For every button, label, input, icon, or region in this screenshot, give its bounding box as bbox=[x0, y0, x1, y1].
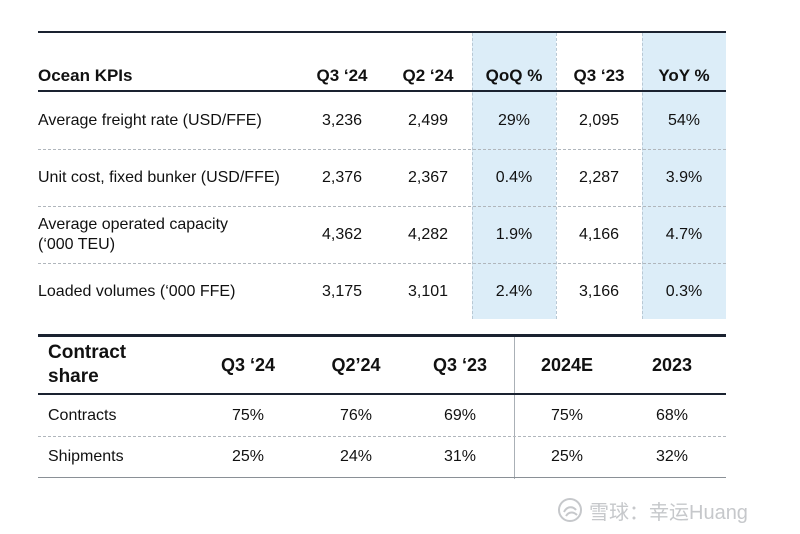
header-row: Contract share Q3 ‘24 Q2’24 Q3 ‘23 2024E… bbox=[38, 337, 726, 393]
table-top-rule bbox=[38, 334, 726, 337]
table-row: Loaded volumes (‘000 FFE) 3,175 3,101 2.… bbox=[38, 264, 726, 319]
cell-q3-23: 69% bbox=[443, 407, 477, 424]
cell-2023: 32% bbox=[655, 448, 689, 465]
cell-yoy: 0.3% bbox=[665, 282, 703, 300]
cell-q3-23: 4,166 bbox=[578, 226, 620, 243]
table-row: Contracts 75% 76% 69% 75% 68% bbox=[38, 396, 726, 436]
header-contract-share: Contract share bbox=[48, 337, 126, 393]
table-row: Average operated capacity (‘000 TEU) 4,3… bbox=[38, 207, 726, 263]
column-divider bbox=[556, 33, 557, 319]
watermark-text: 雪球：幸运Huang bbox=[589, 501, 748, 524]
cell-yoy: 54% bbox=[667, 112, 701, 129]
row-label-line: Average operated capacity bbox=[38, 216, 229, 233]
header-rule bbox=[38, 393, 726, 395]
cell-yoy: 4.7% bbox=[665, 226, 703, 243]
cell-q3-24: 75% bbox=[231, 407, 265, 424]
row-label: Loaded volumes (‘000 FFE) bbox=[38, 282, 236, 300]
header-row: Ocean KPIs Q3 ‘24 Q2 ‘24 QoQ % Q3 ‘23 Yo… bbox=[38, 61, 726, 91]
table-top-rule bbox=[38, 31, 726, 33]
cell-q2-24: 2,499 bbox=[407, 112, 449, 129]
contract-share-table: Contract share Q3 ‘24 Q2’24 Q3 ‘23 2024E… bbox=[38, 334, 726, 479]
cell-yoy: 3.9% bbox=[665, 169, 703, 186]
cell-qoq: 1.9% bbox=[495, 226, 533, 243]
header-q3-23: Q3 ‘23 bbox=[432, 354, 488, 375]
table-row: Average freight rate (USD/FFE) 3,236 2,4… bbox=[38, 93, 726, 149]
cell-q3-23: 2,287 bbox=[578, 169, 620, 186]
row-label: Unit cost, fixed bunker (USD/FFE) bbox=[38, 169, 280, 186]
cell-q3-23: 31% bbox=[443, 448, 477, 465]
header-yoy: YoY % bbox=[658, 66, 710, 85]
cell-q2-24: 2,367 bbox=[407, 169, 449, 186]
column-divider bbox=[642, 33, 643, 319]
yoy-highlight-column bbox=[642, 33, 726, 319]
cell-qoq: 0.4% bbox=[495, 169, 533, 186]
snowball-logo-icon bbox=[558, 498, 582, 522]
header-line: share bbox=[48, 366, 99, 387]
header-q3-23: Q3 ‘23 bbox=[573, 66, 625, 85]
header-line: Contract bbox=[48, 342, 127, 363]
header-2023: 2023 bbox=[651, 354, 693, 375]
cell-q3-24: 25% bbox=[231, 448, 265, 465]
table-row: Unit cost, fixed bunker (USD/FFE) 2,376 … bbox=[38, 150, 726, 206]
cell-qoq: 2.4% bbox=[495, 282, 533, 300]
cell-q2-24: 4,282 bbox=[407, 226, 449, 243]
cell-q2-24: 3,101 bbox=[407, 282, 449, 300]
cell-2024e: 25% bbox=[550, 448, 584, 465]
header-2024e: 2024E bbox=[540, 354, 594, 375]
header-q3-24: Q3 ‘24 bbox=[316, 66, 368, 85]
row-divider bbox=[38, 263, 726, 264]
row-label: Contracts bbox=[48, 407, 117, 424]
header-q2-24: Q2’24 bbox=[331, 354, 381, 375]
ocean-kpis-table: Ocean KPIs Q3 ‘24 Q2 ‘24 QoQ % Q3 ‘23 Yo… bbox=[38, 31, 726, 319]
row-label: Shipments bbox=[48, 448, 124, 465]
cell-q3-24: 3,236 bbox=[321, 112, 363, 129]
row-label: Average operated capacity (‘000 TEU) bbox=[38, 207, 228, 263]
row-divider bbox=[38, 436, 726, 437]
cell-q2-24: 24% bbox=[339, 448, 373, 465]
cell-q3-24: 4,362 bbox=[321, 226, 363, 243]
cell-q3-24: 2,376 bbox=[321, 169, 363, 186]
row-divider bbox=[38, 206, 726, 207]
cell-q2-24: 76% bbox=[339, 407, 373, 424]
cell-q3-23: 3,166 bbox=[578, 282, 620, 300]
qoq-highlight-column bbox=[472, 33, 556, 319]
table-bottom-rule bbox=[38, 477, 726, 478]
watermark: 雪球：幸运Huang bbox=[557, 496, 748, 524]
table-row: Shipments 25% 24% 31% 25% 32% bbox=[38, 437, 726, 477]
row-label-line: (‘000 TEU) bbox=[38, 236, 116, 253]
header-ocean-kpis: Ocean KPIs bbox=[38, 66, 133, 85]
cell-2023: 68% bbox=[655, 407, 689, 424]
row-divider bbox=[38, 149, 726, 150]
header-qoq: QoQ % bbox=[485, 66, 543, 85]
header-q3-24: Q3 ‘24 bbox=[220, 354, 276, 375]
cell-qoq: 29% bbox=[497, 112, 531, 129]
cell-2024e: 75% bbox=[550, 407, 584, 424]
row-label: Average freight rate (USD/FFE) bbox=[38, 112, 262, 129]
cell-q3-23: 2,095 bbox=[578, 112, 620, 129]
column-divider bbox=[472, 33, 473, 319]
column-divider bbox=[514, 337, 515, 479]
cell-q3-24: 3,175 bbox=[321, 282, 363, 300]
header-q2-24: Q2 ‘24 bbox=[402, 66, 454, 85]
header-rule bbox=[38, 90, 726, 92]
